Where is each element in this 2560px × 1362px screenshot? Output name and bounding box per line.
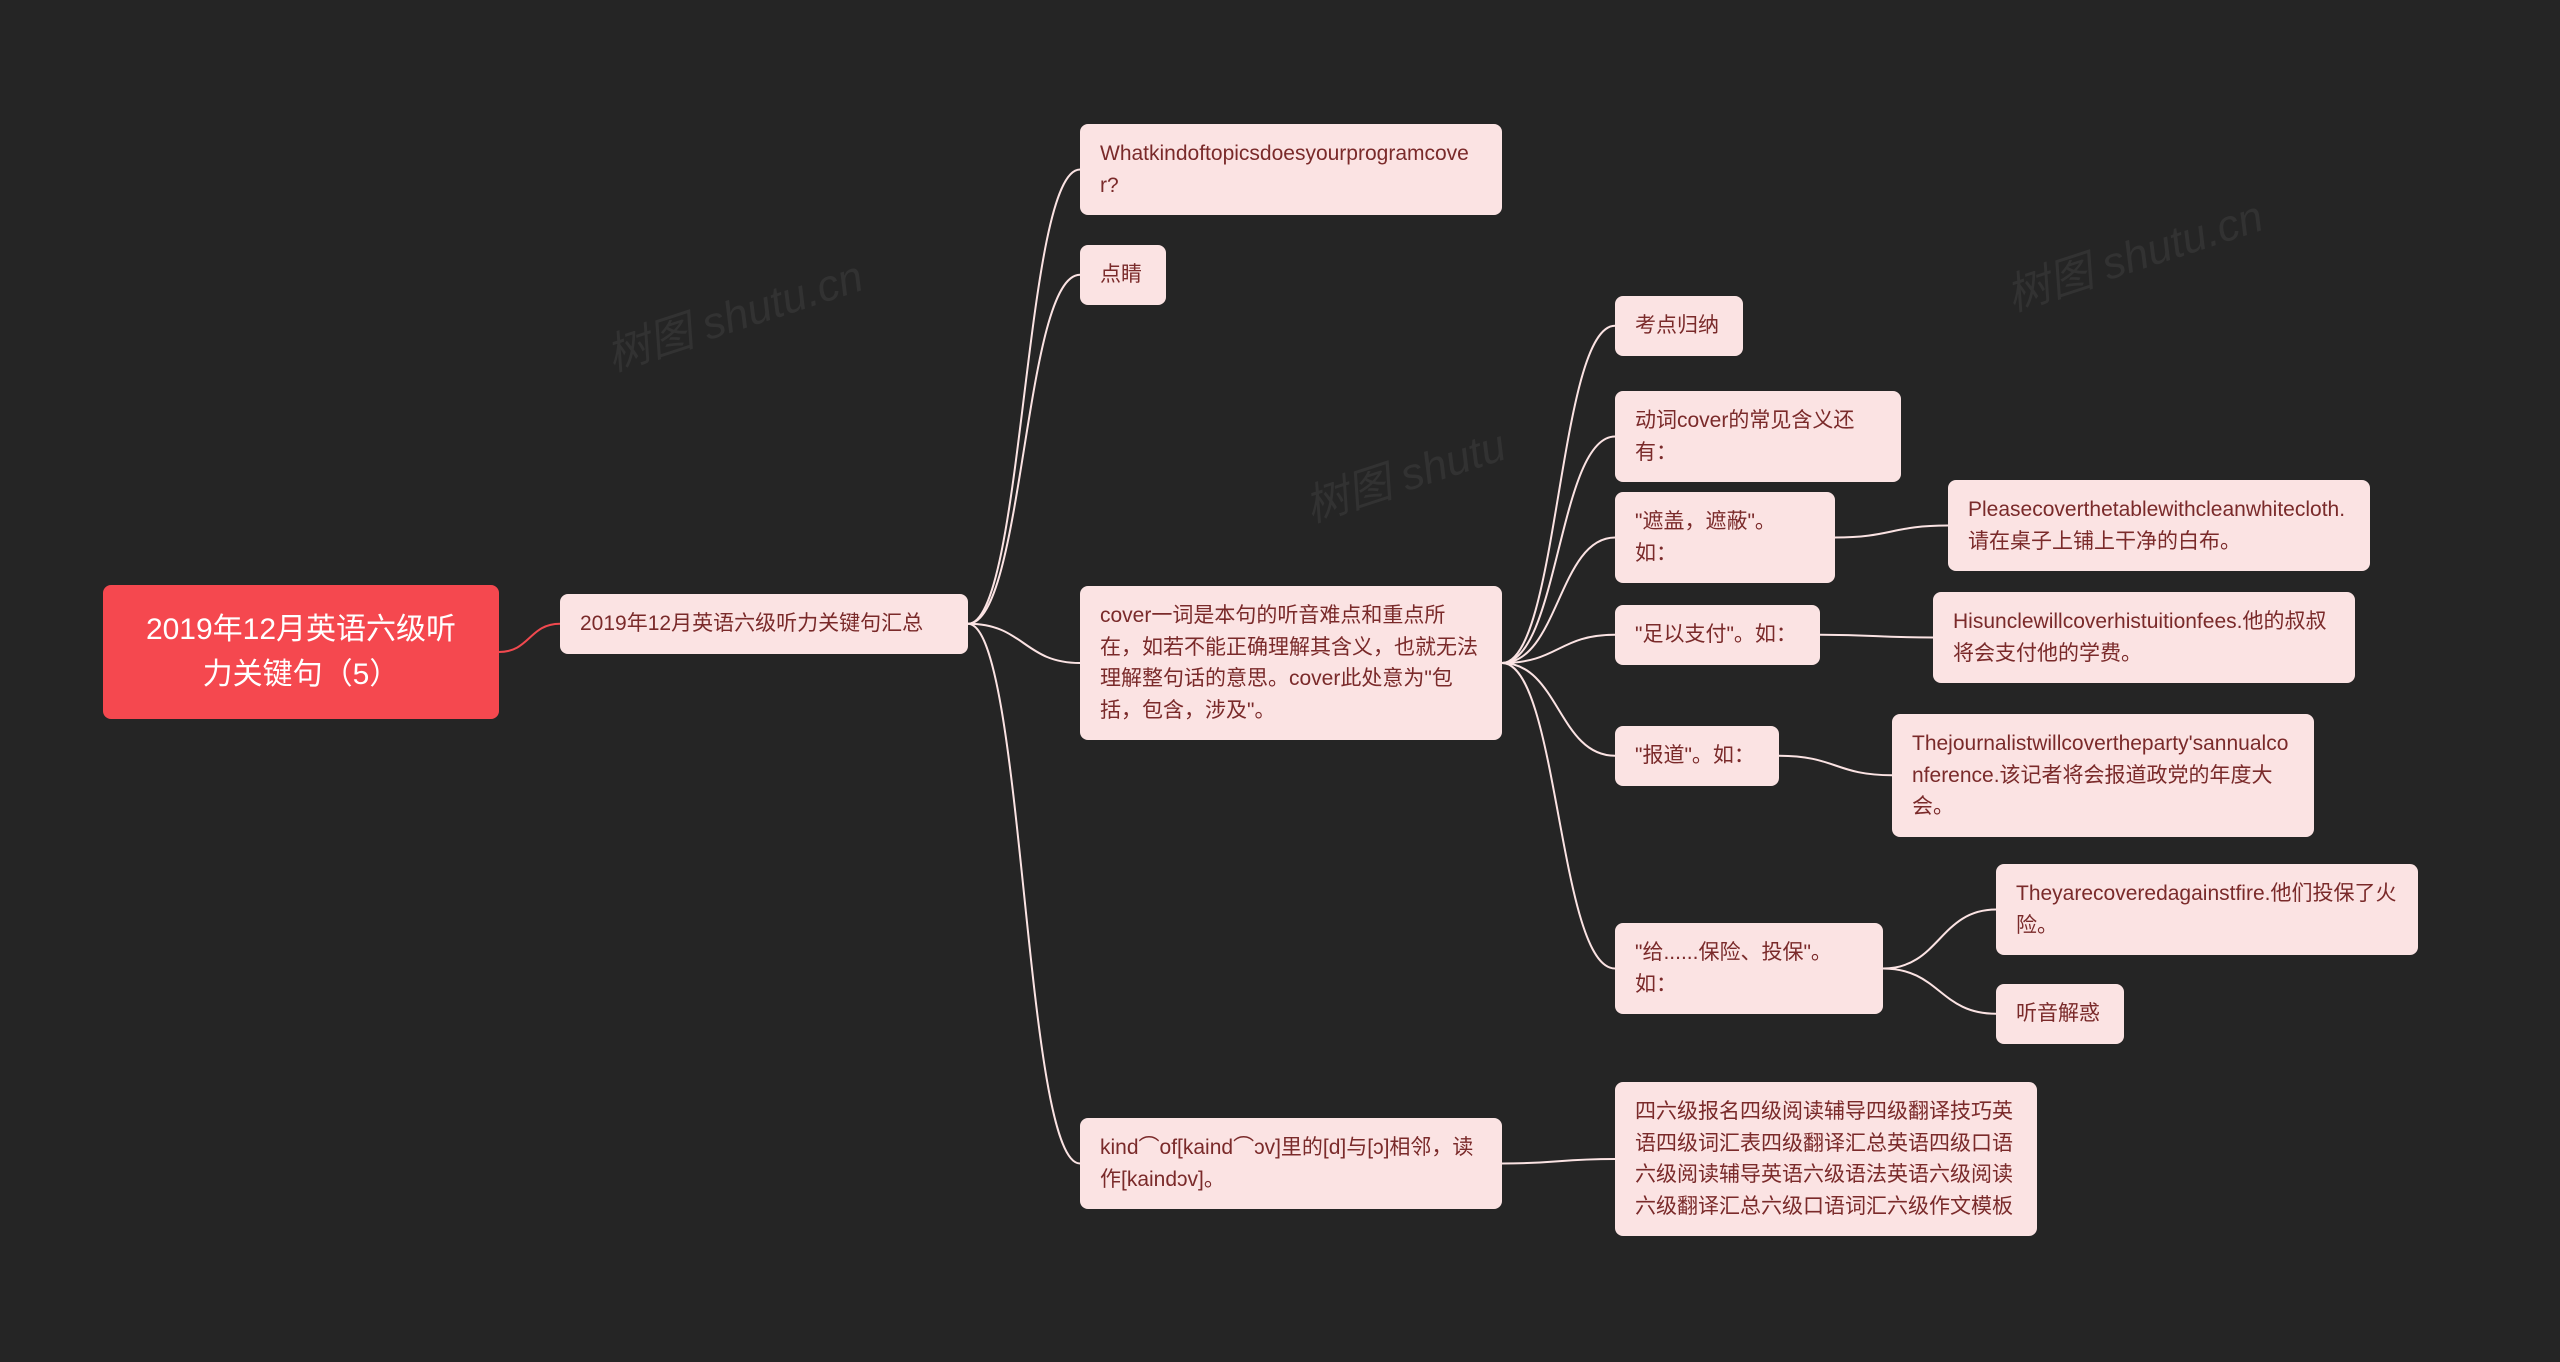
root-label: 2019年12月英语六级听力关键句（5） — [146, 613, 456, 691]
node-level3: "遮盖，遮蔽"。如： — [1615, 492, 1835, 583]
watermark: 树图 shutu — [1295, 409, 1512, 534]
node-label: Thejournalistwillcovertheparty'sannualco… — [1912, 732, 2288, 818]
node-label: 考点归纳 — [1635, 314, 1719, 337]
node-label: Theyarecoveredagainstfire.他们投保了火险。 — [2016, 882, 2396, 937]
watermark: 树图 shutu.cn — [1997, 180, 2270, 323]
node-level2: 点睛 — [1080, 245, 1166, 305]
node-level3: 考点归纳 — [1615, 296, 1743, 356]
node-level4: Hisunclewillcoverhistuitionfees.他的叔叔将会支付… — [1933, 592, 2355, 683]
node-level3: "足以支付"。如： — [1615, 605, 1820, 665]
node-label: 四六级报名四级阅读辅导四级翻译技巧英语四级词汇表四级翻译汇总英语四级口语六级阅读… — [1635, 1100, 2013, 1218]
node-level3: 四六级报名四级阅读辅导四级翻译技巧英语四级词汇表四级翻译汇总英语四级口语六级阅读… — [1615, 1082, 2037, 1236]
node-label: 2019年12月英语六级听力关键句汇总 — [580, 612, 923, 635]
node-label: Pleasecoverthetablewithcleanwhitecloth.请… — [1968, 498, 2345, 553]
node-level4: Thejournalistwillcovertheparty'sannualco… — [1892, 714, 2314, 837]
node-level1: 2019年12月英语六级听力关键句汇总 — [560, 594, 968, 654]
node-level4: 听音解惑 — [1996, 984, 2124, 1044]
node-level3: "给......保险、投保"。如： — [1615, 923, 1883, 1014]
node-level2: Whatkindoftopicsdoesyourprogramcover? — [1080, 124, 1502, 215]
node-level4: Pleasecoverthetablewithcleanwhitecloth.请… — [1948, 480, 2370, 571]
node-label: "报道"。如： — [1635, 744, 1755, 767]
node-label: 点睛 — [1100, 263, 1142, 286]
node-level2: kind⌒of[kaind⌒ɔv]里的[d]与[ɔ]相邻，读作[kaindɔv]… — [1080, 1118, 1502, 1209]
node-label: cover一词是本句的听音难点和重点所在，如若不能正确理解其含义，也就无法理解整… — [1100, 604, 1478, 722]
watermark: 树图 shutu.cn — [597, 240, 870, 383]
node-level4: Theyarecoveredagainstfire.他们投保了火险。 — [1996, 864, 2418, 955]
node-level3: 动词cover的常见含义还有： — [1615, 391, 1901, 482]
node-label: 动词cover的常见含义还有： — [1635, 409, 1854, 464]
node-label: kind⌒of[kaind⌒ɔv]里的[d]与[ɔ]相邻，读作[kaindɔv]… — [1100, 1136, 1473, 1191]
node-label: "足以支付"。如： — [1635, 623, 1797, 646]
node-label: 听音解惑 — [2016, 1002, 2100, 1025]
mindmap-root: 2019年12月英语六级听力关键句（5） — [103, 585, 499, 719]
node-level3: "报道"。如： — [1615, 726, 1779, 786]
node-label: Whatkindoftopicsdoesyourprogramcover? — [1100, 142, 1469, 197]
node-level2: cover一词是本句的听音难点和重点所在，如若不能正确理解其含义，也就无法理解整… — [1080, 586, 1502, 740]
node-label: Hisunclewillcoverhistuitionfees.他的叔叔将会支付… — [1953, 610, 2326, 665]
node-label: "遮盖，遮蔽"。如： — [1635, 510, 1776, 565]
node-label: "给......保险、投保"。如： — [1635, 941, 1832, 996]
